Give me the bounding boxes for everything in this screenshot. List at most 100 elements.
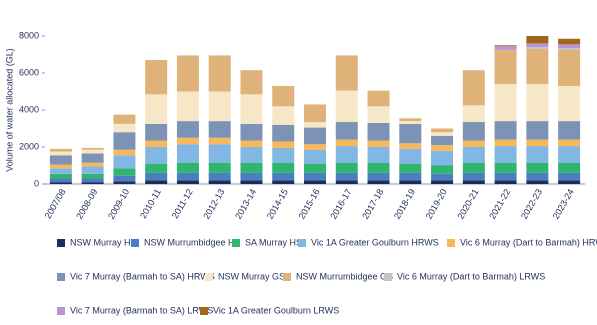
- x-tick-label: 2021-22: [487, 187, 512, 221]
- bar-segment: [558, 48, 581, 50]
- bar-segment: [176, 162, 199, 173]
- bar-segment: [145, 123, 168, 141]
- bar-segment: [526, 146, 549, 163]
- x-tick-label: 2015-16: [297, 187, 322, 221]
- bar-segment: [113, 149, 136, 156]
- legend-swatch: [205, 273, 213, 281]
- bar-segment: [176, 121, 199, 138]
- bar-segment: [462, 105, 485, 123]
- bar-segment: [272, 124, 295, 142]
- bar-segment: [558, 172, 581, 181]
- bar-segment: [494, 139, 517, 147]
- bar-segment: [526, 172, 549, 181]
- bar-segment: [208, 180, 231, 184]
- bar-segment: [494, 172, 517, 181]
- bar-segment: [431, 165, 454, 174]
- bar-segment: [49, 168, 72, 174]
- bar-segment: [145, 172, 168, 181]
- bar-segment: [176, 144, 199, 163]
- bar-segment: [335, 146, 358, 163]
- bar-segment: [367, 90, 390, 107]
- legend-swatch: [57, 273, 65, 281]
- bar-segment: [176, 137, 199, 145]
- bar-segment: [494, 146, 517, 163]
- bar-segment: [494, 45, 517, 47]
- bar-segment: [81, 182, 104, 184]
- bar-segment: [558, 180, 581, 184]
- legend-label: NSW Murray GS: [218, 271, 285, 281]
- bar-segment: [431, 135, 454, 146]
- bar-segment: [145, 147, 168, 164]
- bar-segment: [240, 70, 263, 95]
- bar-segment: [494, 46, 517, 50]
- bar-segment: [304, 122, 326, 128]
- bar-segment: [240, 94, 263, 124]
- x-tick-label: 2012-13: [201, 187, 226, 221]
- bar-segment: [558, 44, 581, 49]
- bar-segment: [81, 166, 104, 174]
- legend-swatch: [283, 273, 291, 281]
- bar-segment: [526, 84, 549, 122]
- bar-segment: [526, 43, 549, 48]
- bar-segment: [526, 121, 549, 140]
- x-tick-label: 2019-20: [424, 187, 449, 221]
- bar-segment: [113, 168, 136, 176]
- bar-segment: [526, 162, 549, 173]
- x-tick-label: 2008-09: [74, 187, 99, 221]
- bar-segment: [176, 55, 199, 92]
- bar-segment: [335, 122, 358, 140]
- bar-segment: [335, 139, 358, 147]
- bar-segment: [145, 163, 168, 173]
- bar-segment: [399, 180, 422, 184]
- bar-segment: [208, 121, 231, 138]
- bar-segment: [367, 147, 390, 163]
- bar-segment: [304, 172, 326, 181]
- bar-segment: [208, 172, 231, 181]
- bar-segment: [335, 172, 358, 181]
- bar-segment: [81, 149, 104, 154]
- bar-segment: [431, 128, 454, 133]
- bar-segment: [526, 36, 549, 44]
- y-tick-label: 4000: [19, 104, 39, 114]
- bar-segment: [272, 172, 295, 181]
- bar-segment: [208, 144, 231, 163]
- legend-label: Vic 7 Murray (Barmah to SA) HRWS: [70, 271, 215, 281]
- bar-segment: [304, 104, 326, 123]
- bar-segment: [399, 163, 422, 173]
- bar-segment: [494, 121, 517, 140]
- bar-segment: [49, 173, 72, 179]
- bar-segment: [113, 114, 136, 124]
- bar-segment: [176, 91, 199, 122]
- bar-segment: [176, 172, 199, 181]
- legend-swatch: [200, 307, 208, 315]
- bar-segment: [272, 162, 295, 173]
- bar-segment: [558, 85, 581, 122]
- legend-label: SA Murray HS: [245, 237, 302, 247]
- legend-label: Vic 6 Murray (Dart to Barmah) HRWS: [460, 237, 597, 247]
- x-tick-label: 2007/08: [43, 187, 68, 220]
- bar-segment: [240, 172, 263, 181]
- y-tick-label: 0: [34, 178, 39, 188]
- x-tick-label: 2013-14: [233, 187, 258, 221]
- legend-label: NSW Murrumbidgee HS: [144, 237, 241, 247]
- bar-segment: [49, 155, 72, 165]
- legend-swatch: [232, 239, 240, 247]
- bar-segment: [304, 127, 326, 145]
- bar-segment: [208, 91, 231, 122]
- legend-label: NSW Murrumbidgee GS: [296, 271, 393, 281]
- bar-segment: [462, 162, 485, 173]
- bar-segment: [240, 147, 263, 163]
- y-tick-label: 6000: [19, 67, 39, 77]
- bar-segment: [81, 173, 104, 179]
- bar-segment: [335, 90, 358, 123]
- bar-segment: [240, 123, 263, 141]
- bar-segment: [335, 55, 358, 91]
- legend-swatch: [384, 273, 392, 281]
- bar-segment: [145, 94, 168, 124]
- bar-segment: [145, 140, 168, 147]
- bar-segment: [272, 141, 295, 148]
- bar-segment: [335, 180, 358, 184]
- bar-segment: [558, 121, 581, 140]
- bar-segment: [431, 180, 454, 184]
